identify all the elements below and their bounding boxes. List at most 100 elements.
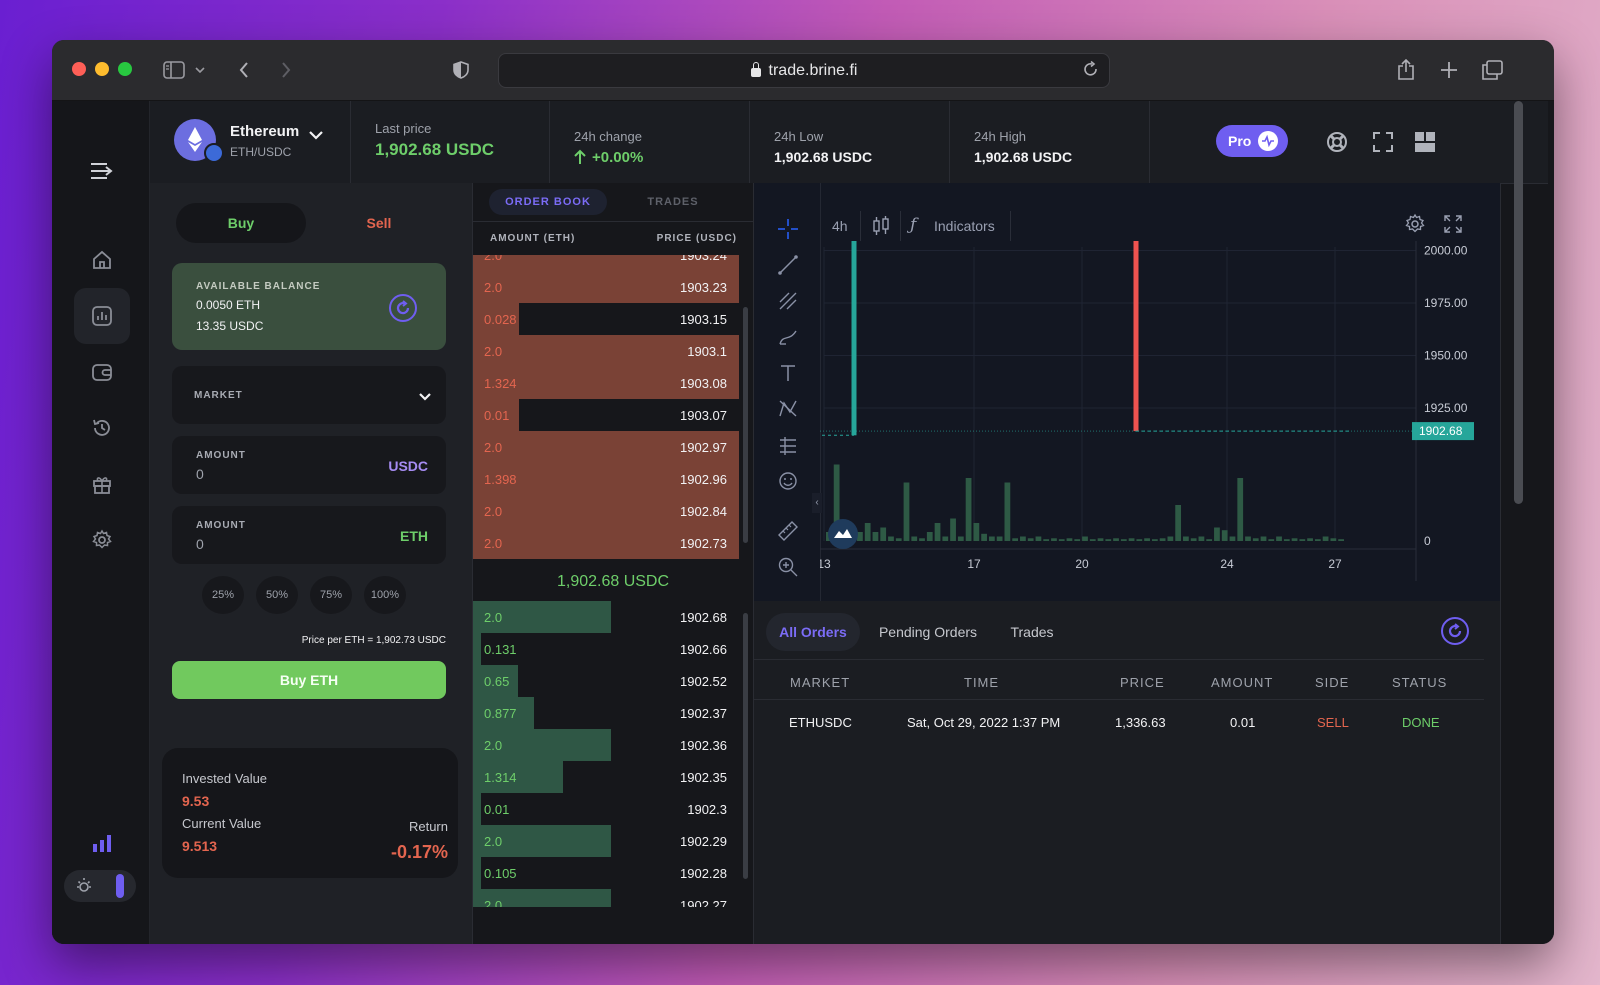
volume-bar <box>1221 530 1228 541</box>
fullscreen-icon[interactable] <box>1372 131 1394 158</box>
market-name[interactable]: Ethereum <box>230 123 300 140</box>
bid-row[interactable]: 0.131 1902.66 <box>473 633 739 665</box>
bid-row[interactable]: 2.0 1902.29 <box>473 825 739 857</box>
trade-chart-icon[interactable] <box>74 288 130 344</box>
invested-label: Invested Value <box>182 771 268 786</box>
wallet-icon[interactable] <box>74 344 130 400</box>
buy-tab[interactable]: Buy <box>176 203 306 243</box>
market-select-chevron-icon[interactable] <box>308 127 324 145</box>
ask-row[interactable]: 2.0 1903.23 <box>473 271 739 303</box>
bid-row[interactable]: 0.877 1902.37 <box>473 697 739 729</box>
tab-pending-orders[interactable]: Pending Orders <box>878 624 978 640</box>
ask-row[interactable]: 2.0 1903.1 <box>473 335 739 367</box>
sidebar-toggle-icon[interactable] <box>160 56 188 84</box>
amount-eth-field[interactable]: AMOUNT 0 ETH <box>172 506 446 564</box>
url-text: trade.brine.fi <box>768 61 858 79</box>
chevron-down-icon[interactable] <box>190 56 210 84</box>
percent-25-button[interactable]: 25% <box>202 576 244 614</box>
bid-row[interactable]: 0.105 1902.28 <box>473 857 739 889</box>
chart-settings-gear-icon[interactable] <box>1404 213 1426 240</box>
ask-row[interactable]: 0.028 1903.15 <box>473 303 739 335</box>
order-type-select[interactable]: MARKET <box>172 366 446 424</box>
amount-usdc-value[interactable]: 0 <box>196 466 204 482</box>
collapse-sidebar-icon[interactable] <box>74 143 130 199</box>
minimize-window-button[interactable] <box>95 62 109 76</box>
drawing-toolbar <box>754 183 821 601</box>
amount-usdc-field[interactable]: AMOUNT 0 USDC <box>172 436 446 494</box>
tab-trades[interactable]: TRADES <box>647 196 699 208</box>
ask-price: 1902.73 <box>680 536 727 551</box>
ask-amount: 2.0 <box>484 344 503 359</box>
address-bar[interactable]: trade.brine.fi <box>498 53 1110 88</box>
bid-row[interactable]: 2.0 1902.68 <box>473 601 739 633</box>
new-tab-icon[interactable] <box>1435 56 1463 84</box>
ask-row[interactable]: 2.0 1902.73 <box>473 527 739 559</box>
interval-button[interactable]: 4h <box>832 218 848 234</box>
percent-50-button[interactable]: 50% <box>256 576 298 614</box>
percent-75-button[interactable]: 75% <box>310 576 352 614</box>
bid-row[interactable]: 1.314 1902.35 <box>473 761 739 793</box>
refresh-orders-icon[interactable] <box>1440 616 1470 651</box>
theme-toggle-knob <box>116 874 124 898</box>
layout-grid-icon[interactable] <box>1414 131 1436 158</box>
sell-tab[interactable]: Sell <box>314 203 444 243</box>
settings-gear-icon[interactable] <box>74 512 130 568</box>
text-tool-icon[interactable] <box>770 357 806 389</box>
tabs-overview-icon[interactable] <box>1478 56 1506 84</box>
indicators-button[interactable]: Indicators <box>934 218 995 234</box>
amount-eth-value[interactable]: 0 <box>196 536 204 552</box>
tab-trades[interactable]: Trades <box>1010 624 1054 640</box>
tab-order-book[interactable]: ORDER BOOK <box>489 189 607 215</box>
brush-icon[interactable] <box>770 321 806 353</box>
refresh-balance-icon[interactable] <box>388 293 418 328</box>
bid-row[interactable]: 2.0 1902.36 <box>473 729 739 761</box>
bid-row[interactable]: 0.01 1902.3 <box>473 793 739 825</box>
back-icon[interactable] <box>230 56 258 84</box>
shield-icon[interactable] <box>447 56 475 84</box>
asks-scrollbar[interactable] <box>743 307 748 543</box>
ask-row[interactable]: 1.324 1903.08 <box>473 367 739 399</box>
candlestick-chart[interactable]: 2025.002000.001975.001950.001925.0013172… <box>820 241 1500 601</box>
fib-tool-icon[interactable] <box>770 285 806 317</box>
ask-row[interactable]: 0.01 1903.07 <box>473 399 739 431</box>
reload-icon[interactable] <box>1083 60 1099 83</box>
bid-row[interactable]: 0.65 1902.52 <box>473 665 739 697</box>
price-per-eth-note: Price per ETH = 1,902.73 USDC <box>301 635 446 646</box>
page-scrollbar[interactable] <box>1514 101 1523 504</box>
pro-toggle-button[interactable]: Pro <box>1216 125 1288 157</box>
trend-line-icon[interactable] <box>770 249 806 281</box>
support-lifebuoy-icon[interactable] <box>1326 131 1348 158</box>
emoji-icon[interactable] <box>770 465 806 497</box>
percent-100-button[interactable]: 100% <box>364 576 406 614</box>
zoom-in-icon[interactable] <box>770 551 806 583</box>
function-icon[interactable]: ƒ <box>910 215 917 235</box>
theme-toggle[interactable] <box>64 870 136 902</box>
ask-row[interactable]: 1.398 1902.96 <box>473 463 739 495</box>
ask-row[interactable]: 2.0 1903.24 <box>473 255 739 271</box>
stats-bars-icon[interactable] <box>74 815 130 871</box>
gift-icon[interactable] <box>74 456 130 512</box>
pattern-tool-icon[interactable] <box>770 393 806 425</box>
buy-eth-button[interactable]: Buy ETH <box>172 661 446 699</box>
col-amount-header: AMOUNT (ETH) <box>490 233 576 244</box>
home-icon[interactable] <box>74 232 130 288</box>
share-icon[interactable] <box>1392 56 1420 84</box>
usdc-badge-icon <box>204 143 224 163</box>
close-window-button[interactable] <box>72 62 86 76</box>
bids-scrollbar[interactable] <box>743 613 748 879</box>
tradingview-logo-icon[interactable] <box>828 519 858 549</box>
collapse-toolbar-icon[interactable]: ‹ <box>812 493 822 513</box>
forward-icon[interactable] <box>272 56 300 84</box>
bid-row[interactable]: 2.0 1902.27 <box>473 889 739 907</box>
ask-row[interactable]: 2.0 1902.84 <box>473 495 739 527</box>
history-icon[interactable] <box>74 400 130 456</box>
candle-type-icon[interactable] <box>872 216 890 241</box>
measure-tool-icon[interactable] <box>770 429 806 461</box>
ruler-icon[interactable] <box>770 515 806 547</box>
ethereum-logo-icon <box>174 119 224 163</box>
chart-expand-icon[interactable] <box>1444 215 1462 238</box>
maximize-window-button[interactable] <box>118 62 132 76</box>
ask-row[interactable]: 2.0 1902.97 <box>473 431 739 463</box>
tab-all-orders[interactable]: All Orders <box>766 613 860 651</box>
crosshair-icon[interactable] <box>770 213 806 245</box>
